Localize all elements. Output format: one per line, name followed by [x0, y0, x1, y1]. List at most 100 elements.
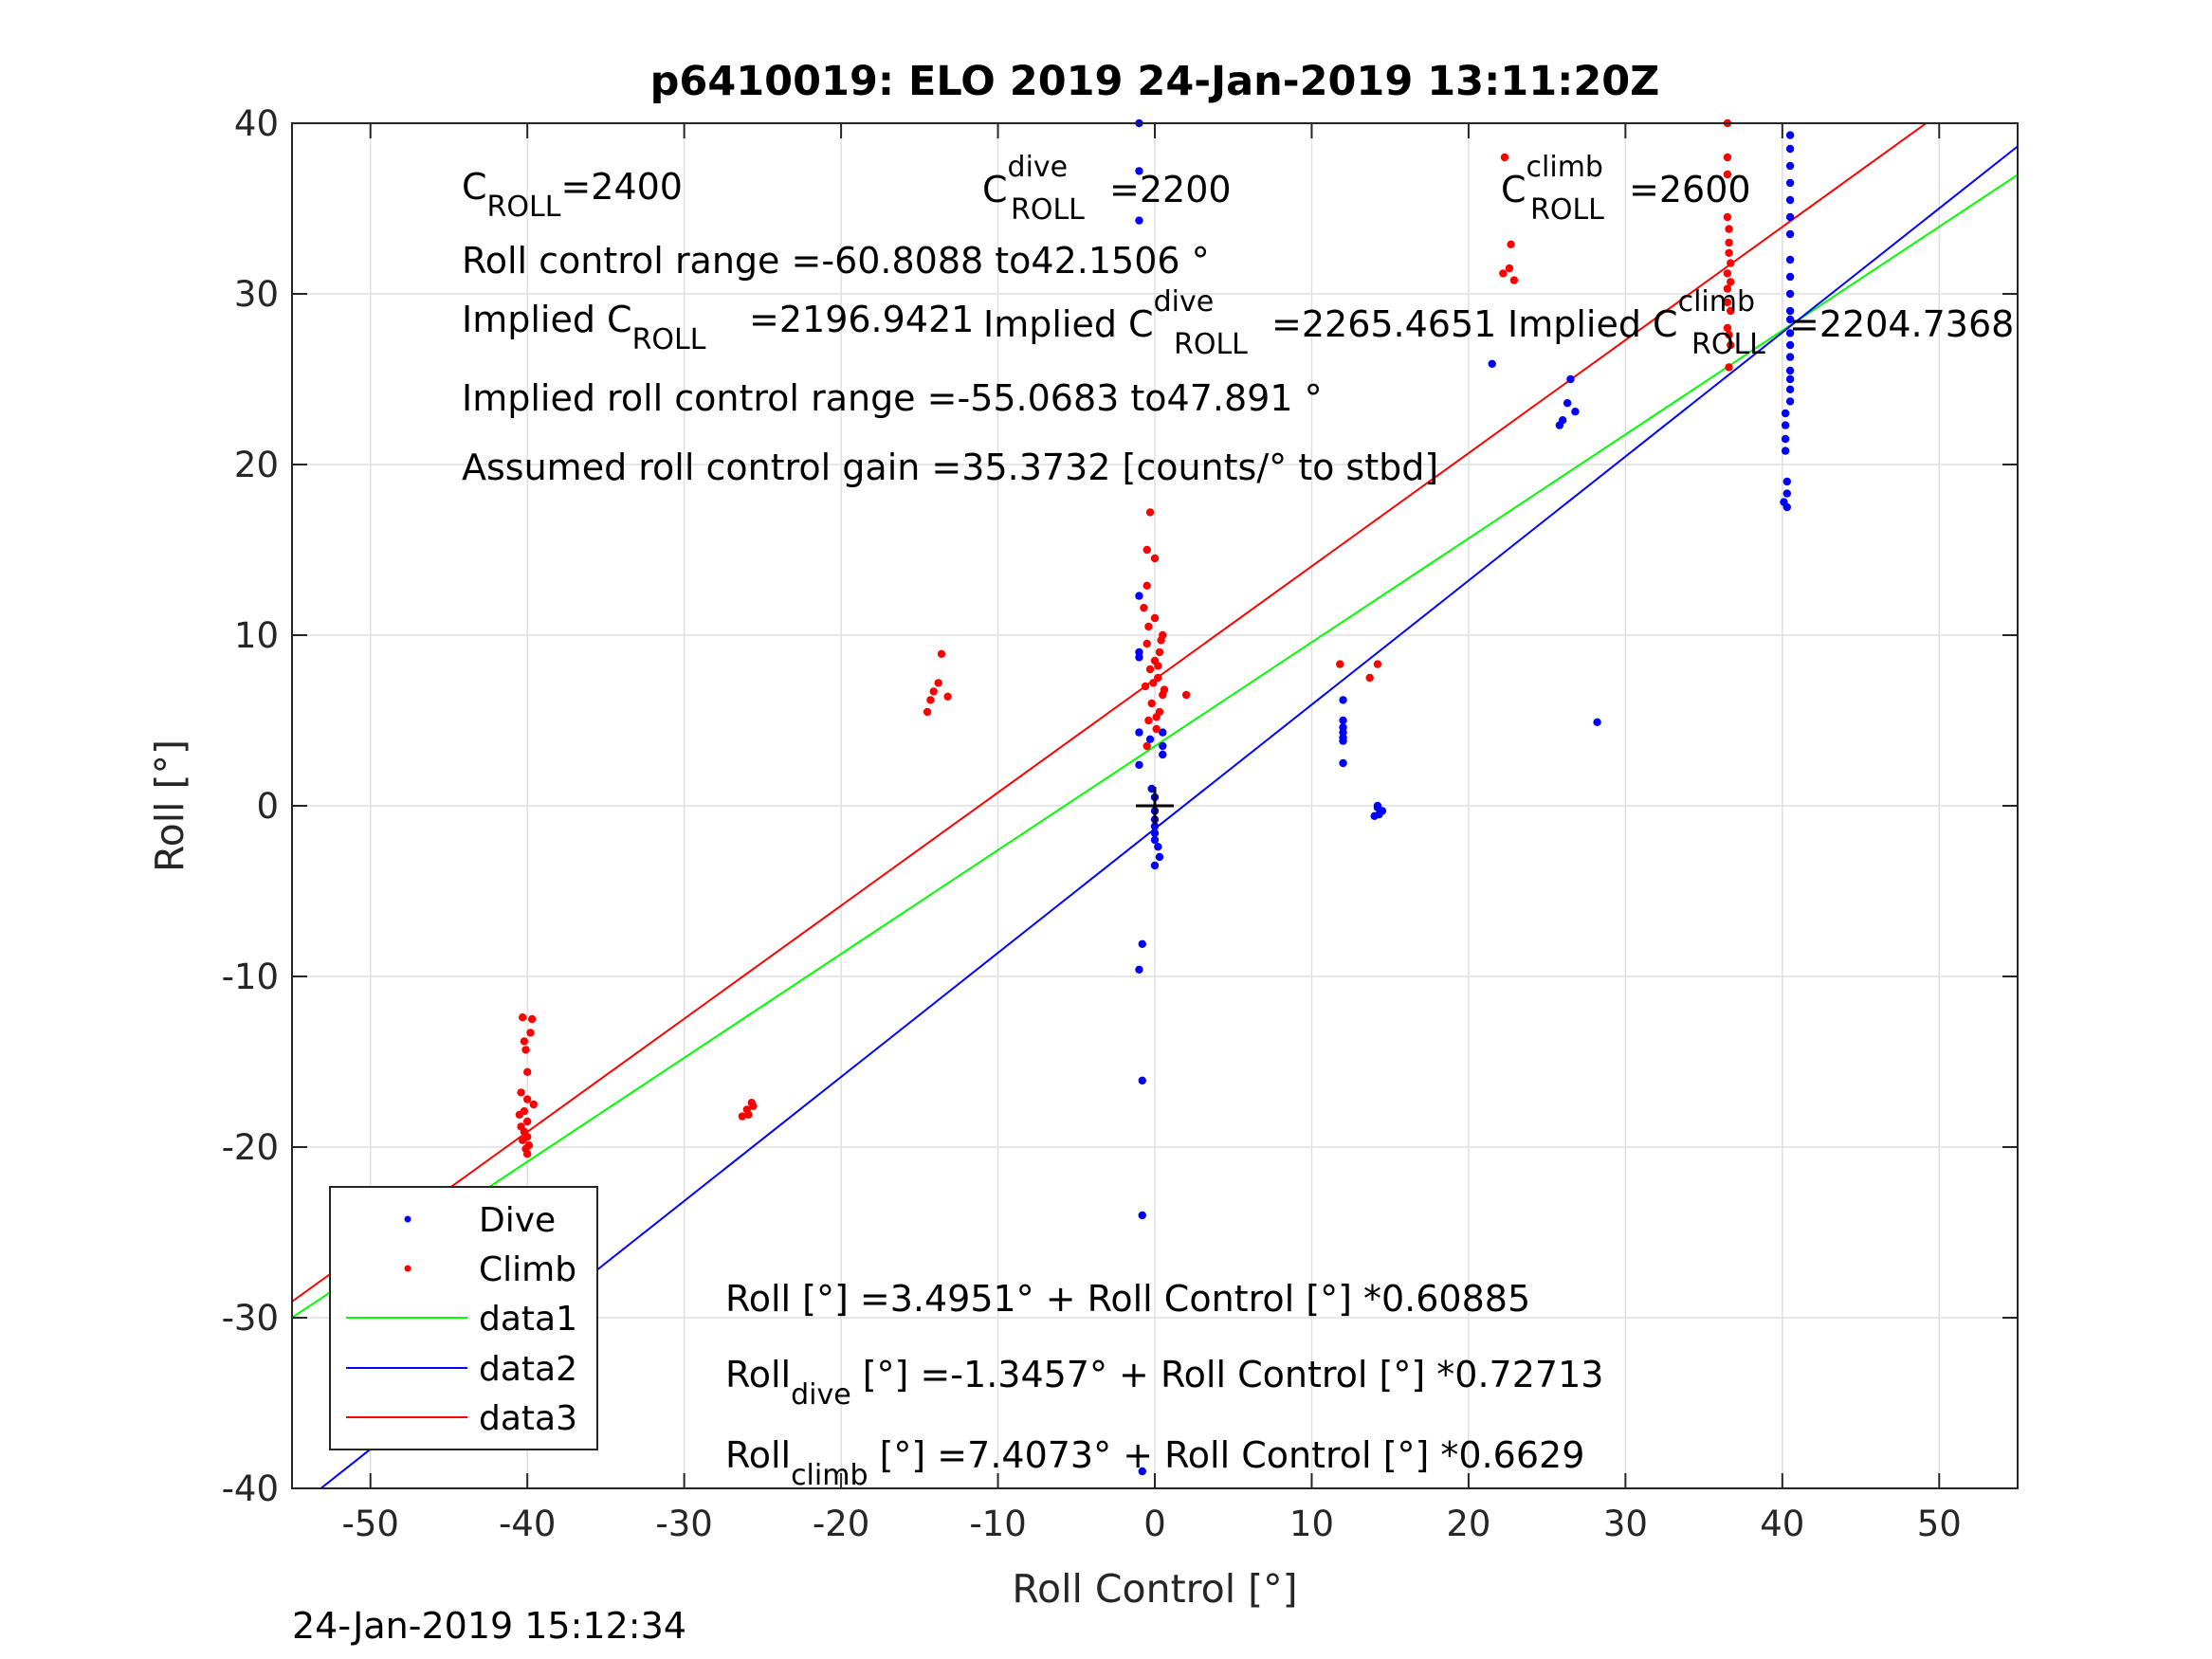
dive-point [1135, 216, 1143, 225]
dive-point [1781, 434, 1790, 444]
x-tick-label: -20 [813, 1504, 869, 1544]
y-tick-label: 0 [256, 786, 279, 827]
dive-point [1782, 489, 1791, 498]
climb-point [1725, 248, 1733, 257]
climb-point [519, 1013, 527, 1022]
annotation-implied-c-roll: Implied CROLL =2196.9421 [462, 299, 974, 356]
climb-point [1500, 153, 1509, 162]
origin-marker [1136, 787, 1174, 825]
climb-point [1725, 331, 1733, 339]
climb-point [1145, 508, 1155, 517]
tick-labels: -50 -40 -30 -20 -10 0 10 20 30 40 50 -40 -30 -20 -10 0 1… [222, 103, 1962, 1544]
y-tick-label: 10 [234, 615, 279, 656]
climb-point [1149, 679, 1158, 687]
dive-point [1150, 835, 1160, 845]
dive-point [1155, 852, 1164, 862]
climb-point [1727, 306, 1735, 316]
dive-point [1785, 329, 1795, 337]
legend-data3-label: data3 [479, 1399, 577, 1438]
dive-point [1782, 477, 1791, 486]
dive-point [1159, 750, 1167, 759]
climb-point [1147, 699, 1156, 708]
climb-point [1152, 724, 1161, 734]
climb-point [526, 1029, 535, 1037]
annotations: CROLL=2400 Cdive ROLL =2200 Cclimb ROLL =260… [462, 151, 2014, 1492]
x-tick-label: 30 [1603, 1504, 1648, 1544]
dive-point [1785, 212, 1795, 222]
dive-point [1339, 737, 1347, 745]
dive-point [1785, 178, 1795, 188]
climb-point [529, 1100, 538, 1109]
climb-point [1505, 264, 1514, 273]
climb-point [937, 649, 946, 658]
climb-point [1723, 284, 1732, 293]
dive-point [1785, 366, 1795, 375]
climb-point [1725, 225, 1733, 233]
climb-point [1160, 685, 1169, 694]
dive-point [1785, 131, 1795, 139]
chart-title: p6410019: ELO 2019 24-Jan-2019 13:11:20Z [650, 58, 1660, 105]
climb-point [1723, 298, 1732, 307]
climb-point [1141, 682, 1150, 691]
annotation-implied-c-roll-dive: Implied Cdive ROLL =2265.4651 [983, 285, 1496, 361]
dive-point [1138, 1211, 1146, 1220]
dive-point [1785, 161, 1795, 171]
dive-point [1785, 289, 1795, 299]
climb-point [1725, 238, 1733, 247]
climb-point [1150, 613, 1160, 623]
legend-dive-label: Dive [479, 1201, 556, 1240]
climb-point [1725, 363, 1733, 372]
annotation-c-roll: CROLL=2400 [462, 166, 683, 224]
climb-point [1727, 340, 1735, 350]
climb-point [522, 1150, 532, 1158]
dive-point [1339, 758, 1347, 768]
climb-point [1140, 604, 1148, 612]
dive-point [1150, 861, 1160, 870]
y-tick-label: -40 [222, 1468, 279, 1509]
climb-point [923, 707, 932, 717]
dive-point [1785, 195, 1795, 205]
dive-point [1135, 167, 1143, 175]
legend-climb-marker [404, 1265, 411, 1272]
x-tick-label: -10 [969, 1504, 1026, 1544]
data-points [515, 118, 1795, 1476]
dive-point [1571, 408, 1580, 416]
climb-point [1727, 278, 1735, 286]
dive-point [1785, 397, 1795, 406]
climb-point [1150, 554, 1160, 563]
y-tick-label: 30 [234, 274, 279, 315]
y-tick-label: -20 [222, 1127, 279, 1168]
dive-point [1339, 716, 1347, 725]
legend: Dive Climb data1 data2 data3 [329, 1186, 598, 1450]
climb-point [1154, 662, 1162, 670]
climb-point [1143, 581, 1151, 590]
climb-point [522, 1117, 532, 1126]
dive-point [1781, 421, 1790, 429]
dive-point [1339, 696, 1347, 704]
climb-point [749, 1102, 758, 1111]
legend-data2-label: data2 [479, 1350, 577, 1389]
dive-point [1593, 718, 1601, 726]
annotation-roll-control-range: Roll control range =-60.8088 to42.1506 ° [462, 240, 1210, 282]
climb-point [1143, 545, 1151, 555]
x-tick-label: 20 [1446, 1504, 1490, 1544]
dive-point [1138, 1076, 1146, 1085]
dive-point [1782, 502, 1791, 512]
dive-point [1488, 359, 1496, 368]
dive-point [1373, 801, 1382, 811]
dive-point [1135, 592, 1143, 600]
dive-point [1785, 306, 1795, 316]
x-tick-label: 40 [1760, 1504, 1804, 1544]
x-tick-label: 10 [1289, 1504, 1334, 1544]
annotation-implied-c-roll-climb: Implied Cclimb ROLL =2204.7368 [1508, 285, 2014, 361]
dive-point [1138, 939, 1146, 948]
dive-point [1781, 447, 1790, 455]
climb-point [1723, 153, 1732, 162]
climb-point [527, 1014, 537, 1024]
climb-point [744, 1110, 753, 1120]
dive-point [1566, 374, 1575, 384]
climb-point [521, 1046, 530, 1054]
dive-point [1150, 822, 1160, 830]
climb-point [1143, 639, 1151, 648]
